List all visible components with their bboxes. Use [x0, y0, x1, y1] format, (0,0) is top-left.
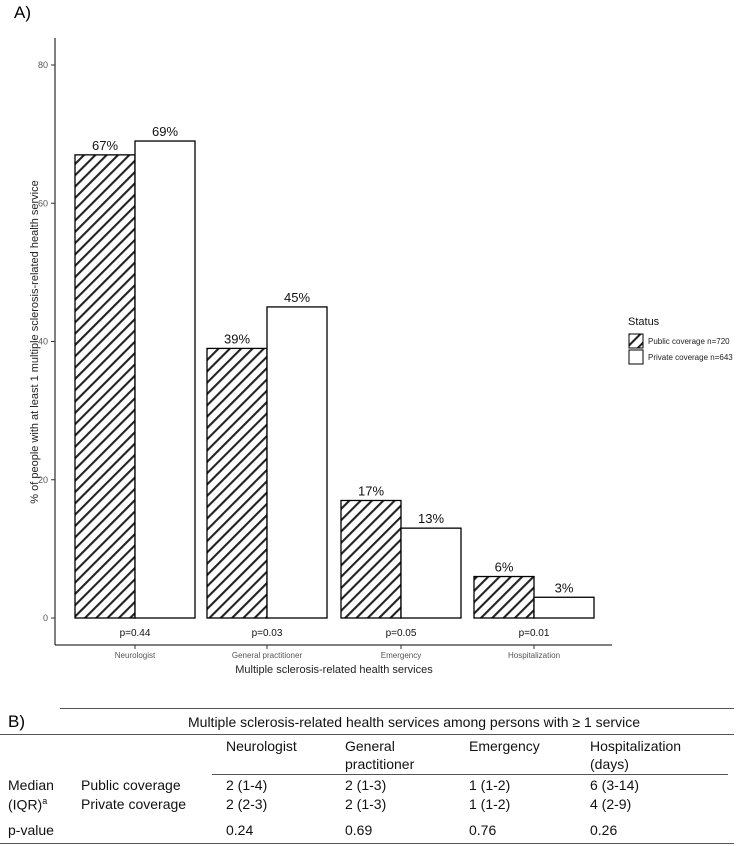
bar-data-label: 67%: [92, 138, 118, 153]
p-value-label: p=0.44: [120, 628, 151, 639]
median-label: Median: [8, 777, 54, 793]
bar-private-neurologist: [134, 140, 196, 619]
y-tick-label: 0: [43, 613, 48, 623]
y-tick-label: 60: [38, 198, 48, 208]
table-header-rule: [212, 774, 728, 775]
iqr-text: (IQR): [8, 796, 43, 813]
col-header-hosp-line1: Hospitalization: [590, 738, 682, 754]
cell-public-gp: 2 (1-3): [345, 777, 387, 793]
pvalue-neurologist: 0.24: [226, 822, 254, 838]
services-table: Multiple sclerosis-related health servic…: [0, 700, 738, 846]
cell-public-neurologist: 2 (1-4): [226, 777, 268, 793]
bar-data-label: 45%: [284, 290, 310, 305]
bar-public-hospitalization: [473, 575, 535, 619]
bar-data-label: 69%: [152, 124, 178, 139]
cell-private-hospitalization: 4 (2-9): [590, 796, 632, 812]
table-top-rule: [60, 708, 734, 709]
col-header-neurologist: Neurologist: [226, 738, 297, 754]
table-title-rule: [0, 734, 734, 735]
bar-public-general-practitioner: [206, 347, 268, 619]
p-value-label: p=0.05: [386, 628, 417, 639]
pvalue-hospitalization: 0.26: [590, 822, 618, 838]
bar-data-label: 3%: [555, 580, 574, 595]
panel-b-label: B): [8, 712, 25, 731]
cell-public-emergency: 1 (1-2): [469, 777, 511, 793]
pvalue-gp: 0.69: [345, 822, 373, 838]
iqr-footnote-marker: a: [42, 796, 48, 806]
legend-label-private: Private coverage n=643: [648, 353, 733, 362]
bar-private-hospitalization: [533, 596, 595, 619]
p-value-label: p=0.01: [519, 628, 550, 639]
bar-data-label: 17%: [358, 483, 384, 498]
cell-public-hospitalization: 6 (3-14): [590, 777, 640, 793]
row-label-private: Private coverage: [81, 796, 187, 812]
cell-private-emergency: 1 (1-2): [469, 796, 511, 812]
pvalue-emergency: 0.76: [469, 822, 497, 838]
y-axis-title: % of people with at least 1 multiple scl…: [29, 180, 41, 503]
pvalue-label: p-value: [8, 822, 54, 838]
x-axis-title: Multiple sclerosis-related health servic…: [235, 664, 433, 676]
bar-data-label: 13%: [418, 511, 444, 526]
col-header-emergency: Emergency: [469, 738, 540, 754]
col-header-gp-line1: General: [345, 738, 395, 754]
y-tick-label: 20: [38, 475, 48, 485]
x-tick-label: Hospitalization: [508, 651, 560, 660]
x-tick-label: General practitioner: [232, 651, 303, 660]
legend-title: Status: [628, 316, 660, 328]
bar-chart: 0 20 40 60 80 % of people with at least 1 mul…: [29, 38, 733, 676]
table-bottom-rule: [0, 843, 734, 844]
bar-public-emergency: [340, 499, 402, 619]
y-tick-label: 40: [38, 337, 48, 347]
y-tick-label: 80: [38, 60, 48, 70]
bar-private-emergency: [400, 527, 462, 619]
x-tick-label: Neurologist: [115, 651, 156, 660]
cell-private-neurologist: 2 (2-3): [226, 796, 268, 812]
p-value-label: p=0.03: [252, 628, 283, 639]
bar-private-general-practitioner: [266, 306, 328, 619]
bar-public-neurologist: [74, 154, 136, 619]
cell-private-gp: 2 (1-3): [345, 796, 387, 812]
bar-data-label: 6%: [495, 560, 514, 575]
legend-swatch-public: [628, 333, 644, 349]
legend-label-public: Public coverage n=720: [648, 337, 730, 346]
panel-a-label: A): [14, 3, 31, 22]
col-header-gp-line2: practitioner: [345, 756, 415, 772]
iqr-label: (IQR)a: [8, 796, 47, 813]
bar-data-label: 39%: [224, 331, 250, 346]
table-title: Multiple sclerosis-related health servic…: [188, 714, 640, 730]
legend-swatch-private: [628, 349, 644, 365]
row-label-public: Public coverage: [81, 777, 181, 793]
col-header-hosp-line2: (days): [590, 756, 629, 772]
x-tick-label: Emergency: [381, 651, 421, 660]
